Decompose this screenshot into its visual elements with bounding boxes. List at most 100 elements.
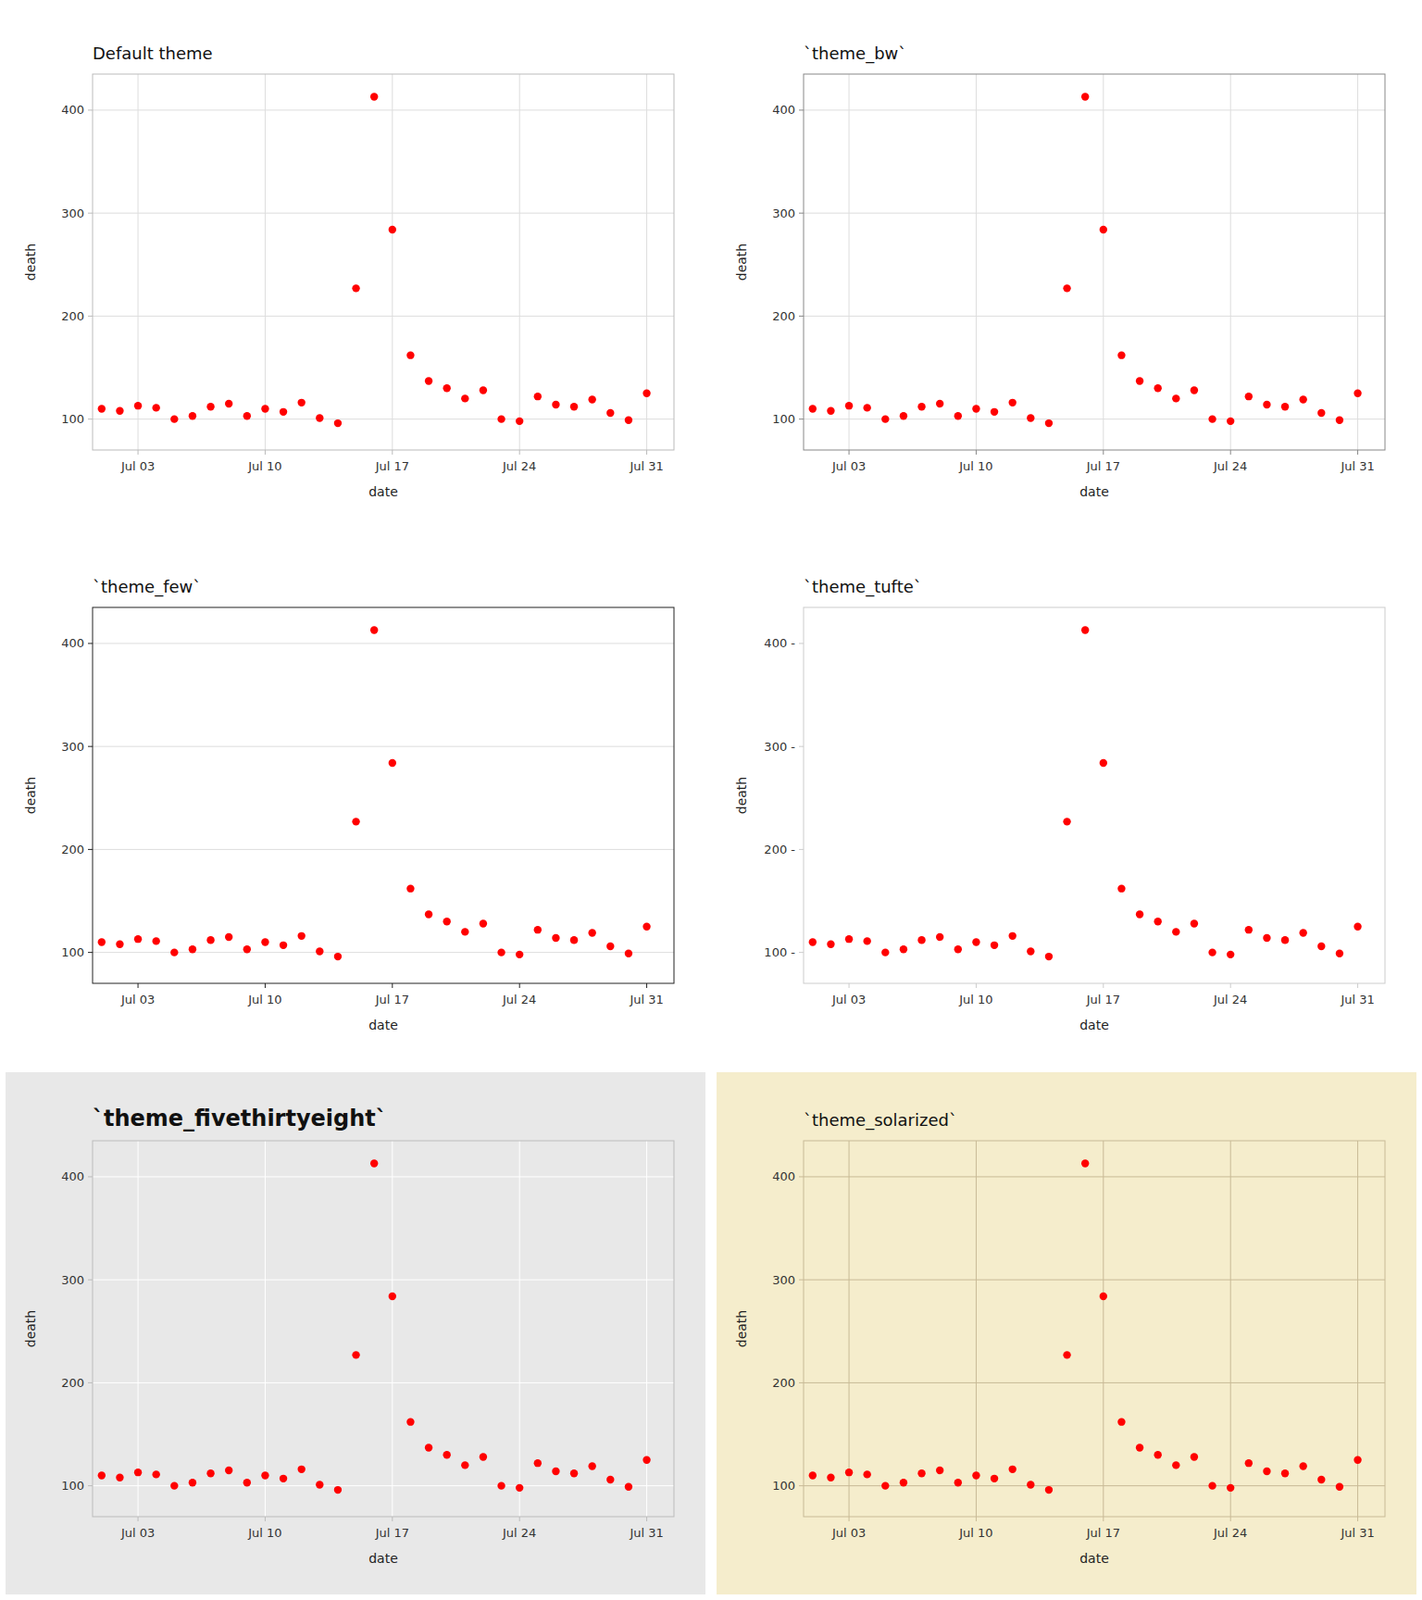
x-axis-title: date <box>1079 1550 1110 1566</box>
tick-label: Jul 24 <box>501 1525 537 1540</box>
grid-line <box>519 74 521 450</box>
tick-label: 200 <box>772 309 796 324</box>
tick-label: 300 <box>772 1272 796 1287</box>
point <box>370 92 378 100</box>
plot-frame <box>92 1140 674 1517</box>
point <box>862 936 871 945</box>
point <box>624 949 633 958</box>
point <box>461 927 469 936</box>
point <box>935 399 944 408</box>
point <box>115 1473 124 1482</box>
tick-mark <box>87 951 93 953</box>
point <box>1172 1460 1180 1469</box>
point <box>1135 910 1144 918</box>
grid-line <box>848 1140 850 1517</box>
point <box>1099 225 1108 234</box>
chart-title: `theme_solarized` <box>803 1110 958 1131</box>
point <box>134 401 142 410</box>
point <box>1045 1485 1053 1494</box>
grid-line <box>92 1484 674 1486</box>
point <box>1135 1443 1144 1451</box>
point <box>534 392 542 400</box>
tick-label: Jul 03 <box>120 459 155 474</box>
plot-background <box>92 1140 674 1517</box>
point <box>606 409 614 417</box>
point <box>224 933 233 941</box>
panel: Jul 03Jul 10Jul 17Jul 24Jul 311002003004… <box>5 1072 706 1595</box>
plot-frame <box>803 74 1385 450</box>
point <box>1062 1350 1071 1359</box>
grid-line <box>92 746 674 748</box>
point <box>279 1474 287 1483</box>
point <box>809 1471 817 1479</box>
tick-label: Jul 03 <box>120 1525 155 1540</box>
point <box>297 399 305 407</box>
point <box>151 1470 160 1478</box>
point <box>624 416 633 425</box>
point <box>1335 416 1344 425</box>
tick-mark <box>798 951 804 953</box>
point <box>188 411 197 420</box>
tick-label: Jul 31 <box>1339 459 1374 474</box>
point <box>1317 409 1325 417</box>
tick-label: Jul 17 <box>374 459 410 474</box>
tick-label: Jul 17 <box>374 1525 410 1540</box>
point <box>461 394 469 402</box>
grid-line <box>519 1140 521 1517</box>
point <box>424 910 433 918</box>
point <box>370 1159 378 1167</box>
tick-mark <box>798 418 804 420</box>
tick-mark <box>1357 983 1359 988</box>
grid-line <box>264 74 266 450</box>
tick-mark <box>646 449 648 455</box>
tick-label: 100 <box>772 411 796 426</box>
tick-mark <box>1230 449 1232 455</box>
tick-label: Jul 24 <box>501 459 537 474</box>
point <box>1262 400 1271 409</box>
point <box>243 945 251 953</box>
point <box>1117 884 1125 892</box>
grid-line <box>803 212 1385 214</box>
point <box>297 1465 305 1473</box>
tick-label: 200 <box>61 309 85 324</box>
point <box>479 1452 487 1460</box>
tick-label: Jul 24 <box>1212 459 1248 474</box>
tick-mark <box>798 848 804 850</box>
point <box>917 1469 925 1477</box>
tick-mark <box>975 1516 977 1522</box>
point <box>224 1466 233 1474</box>
grid-line <box>92 1382 674 1384</box>
point <box>351 1350 360 1359</box>
grid-line <box>803 109 1385 111</box>
point <box>1008 1465 1016 1473</box>
point <box>972 404 980 412</box>
point <box>881 948 889 956</box>
chart-title: `theme_few` <box>92 576 201 598</box>
plot-background <box>803 607 1385 984</box>
point <box>570 402 578 411</box>
tick-mark <box>264 1516 266 1522</box>
point <box>845 401 853 410</box>
point <box>862 403 871 412</box>
point <box>406 350 414 359</box>
tick-label: 200 <box>772 1375 796 1390</box>
tick-label: 400 <box>772 1169 796 1184</box>
point <box>1262 934 1271 942</box>
point <box>1099 759 1108 767</box>
tick-label: Jul 31 <box>1339 1525 1374 1540</box>
grid-line <box>1102 1140 1104 1517</box>
tick-mark <box>798 746 804 748</box>
point <box>1226 950 1235 959</box>
point <box>1045 419 1053 427</box>
point <box>315 947 324 955</box>
point <box>351 284 360 292</box>
panel: Jul 03Jul 10Jul 17Jul 24Jul 311002003004… <box>23 576 674 1033</box>
point <box>990 1474 998 1483</box>
tick-label: 100 <box>61 1478 85 1493</box>
tick-label: 100 <box>61 411 85 426</box>
point <box>1281 935 1289 944</box>
grid-line <box>848 74 850 450</box>
tick-label: 100 - <box>763 945 796 960</box>
tick-label: 400 <box>61 102 85 117</box>
tick-label: 100 <box>61 945 85 960</box>
